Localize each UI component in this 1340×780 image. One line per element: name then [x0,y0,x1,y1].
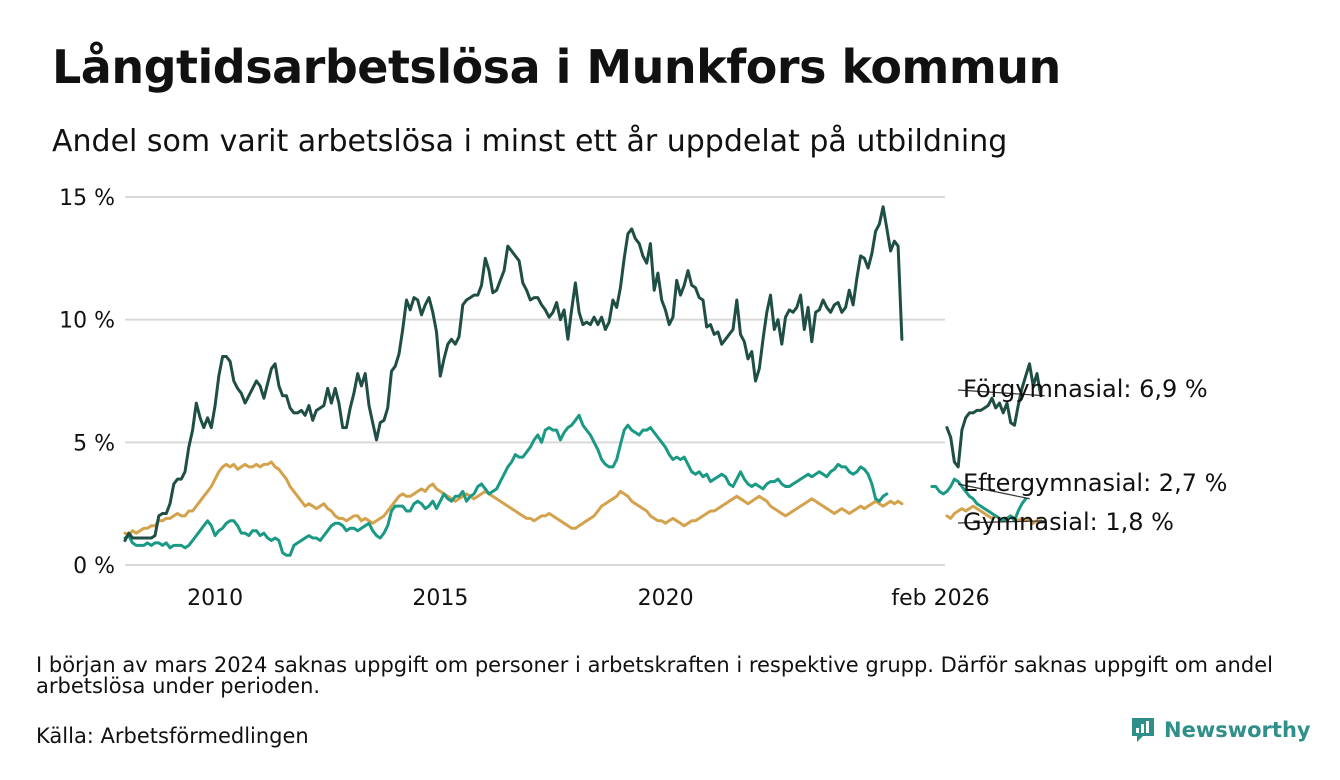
x-tick-label: 2015 [412,586,468,611]
line-layer [123,205,1043,557]
y-tick-label: 5 % [73,431,115,456]
series-end-label-gymnasial: Gymnasial: 1,8 % [963,508,1174,536]
x-tick-label: 2010 [187,586,243,611]
series-label-leader [957,389,1045,397]
x-tick-label: feb 2026 [891,586,989,611]
line-chart: 0 % 5 % 10 % 15 % 2010 2015 2020 feb 2026 Förgy… [59,186,1227,611]
chart-subtitle: Andel som varit arbetslösa i minst ett å… [52,124,1008,159]
series-line-gymnasial [123,460,1043,538]
source-note: Källa: Arbetsförmedlingen [36,724,309,748]
series-line-förgymnasial [123,205,1043,542]
x-tick-label: 2020 [638,586,694,611]
y-tick-label: 10 % [59,309,115,334]
y-tick-label: 0 % [73,554,115,579]
label-layer: Förgymnasial: 6,9 % Eftergymnasial: 2,7 %… [957,375,1227,536]
series-end-label-eftergymnasial: Eftergymnasial: 2,7 % [963,469,1227,497]
series-line-eftergymnasial [123,413,1028,557]
series-label-leader [957,483,1030,500]
series-label-leader [957,520,1045,524]
newsworthy-logo-icon [1132,718,1154,742]
footnote: I början av mars 2024 saknas uppgift om … [36,653,1273,698]
grid-layer: 0 % 5 % 10 % 15 % 2010 2015 2020 feb 2026 [59,186,990,611]
chart-title: Långtidsarbetslösa i Munkfors kommun [52,40,1061,94]
y-tick-label: 15 % [59,186,115,211]
brand-name: Newsworthy [1164,718,1311,742]
newsworthy-brand: Newsworthy [1130,716,1311,744]
series-end-label-förgymnasial: Förgymnasial: 6,9 % [963,375,1208,403]
